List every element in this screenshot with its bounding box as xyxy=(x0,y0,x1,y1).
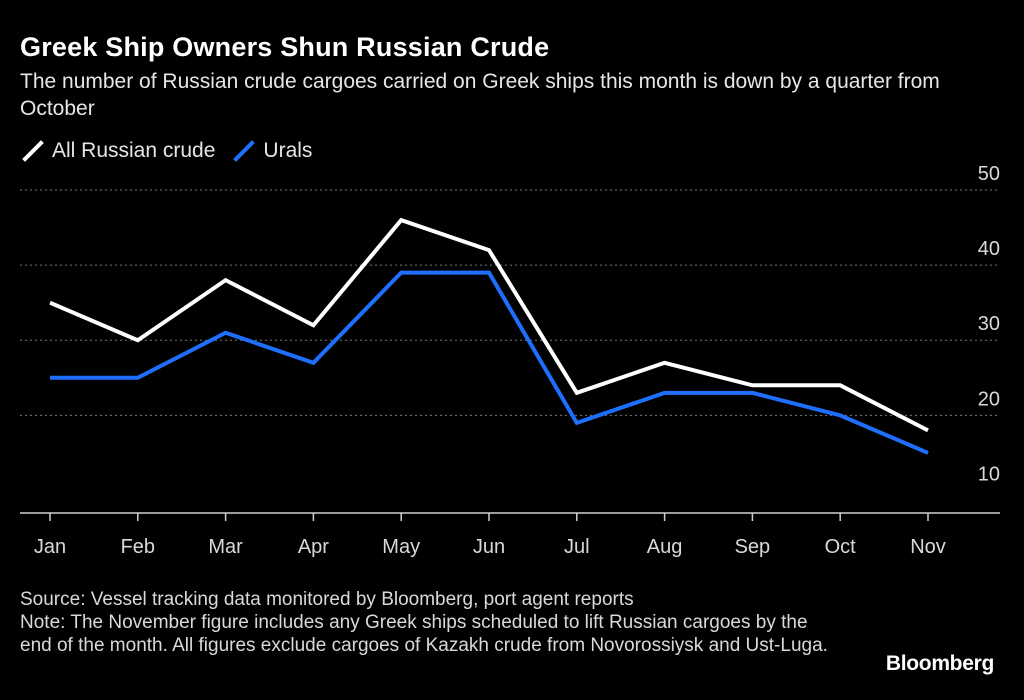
legend-label: All Russian crude xyxy=(52,139,216,162)
legend-swatch-blue xyxy=(233,140,256,162)
legend-item-urals: Urals xyxy=(233,139,312,163)
footer: Source: Vessel tracking data monitored b… xyxy=(20,588,840,657)
series-line-urals xyxy=(50,270,929,455)
x-tick-label: Feb xyxy=(121,536,155,558)
x-tick-label: Sep xyxy=(735,536,771,558)
legend-item-all-russian-crude: All Russian crude xyxy=(22,139,215,163)
y-tick-label: 20 xyxy=(978,388,1000,410)
x-tick-label: Apr xyxy=(298,536,329,558)
x-tick-label: Mar xyxy=(208,536,243,558)
x-tick-label: May xyxy=(382,536,420,558)
chart-subtitle: The number of Russian crude cargoes carr… xyxy=(20,70,940,120)
x-tick-label: Aug xyxy=(647,536,683,558)
x-tick-label: Jan xyxy=(34,536,66,558)
legend: All Russian crude Urals xyxy=(22,139,330,163)
note-text: Note: The November figure includes any G… xyxy=(20,612,828,656)
legend-swatch-line xyxy=(233,140,256,162)
chart-title: Greek Ship Owners Shun Russian Crude xyxy=(20,32,550,62)
y-tick-label: 40 xyxy=(978,238,1000,260)
y-tick-label: 30 xyxy=(978,313,1000,335)
bloomberg-logo: Bloomberg xyxy=(885,652,994,675)
legend-swatch-line xyxy=(22,140,44,162)
legend-label: Urals xyxy=(263,139,313,162)
x-tick-label: Jun xyxy=(473,536,505,558)
y-tick-label: 10 xyxy=(978,463,1000,485)
x-tick-label: Nov xyxy=(910,536,946,558)
x-tick-label: Jul xyxy=(564,536,590,558)
x-tick-label: Oct xyxy=(825,536,857,558)
y-tick-label: 50 xyxy=(978,163,1000,185)
series-line-all-russian-crude xyxy=(49,217,929,433)
source-text: Source: Vessel tracking data monitored b… xyxy=(20,589,634,610)
legend-swatch-white xyxy=(22,140,44,162)
